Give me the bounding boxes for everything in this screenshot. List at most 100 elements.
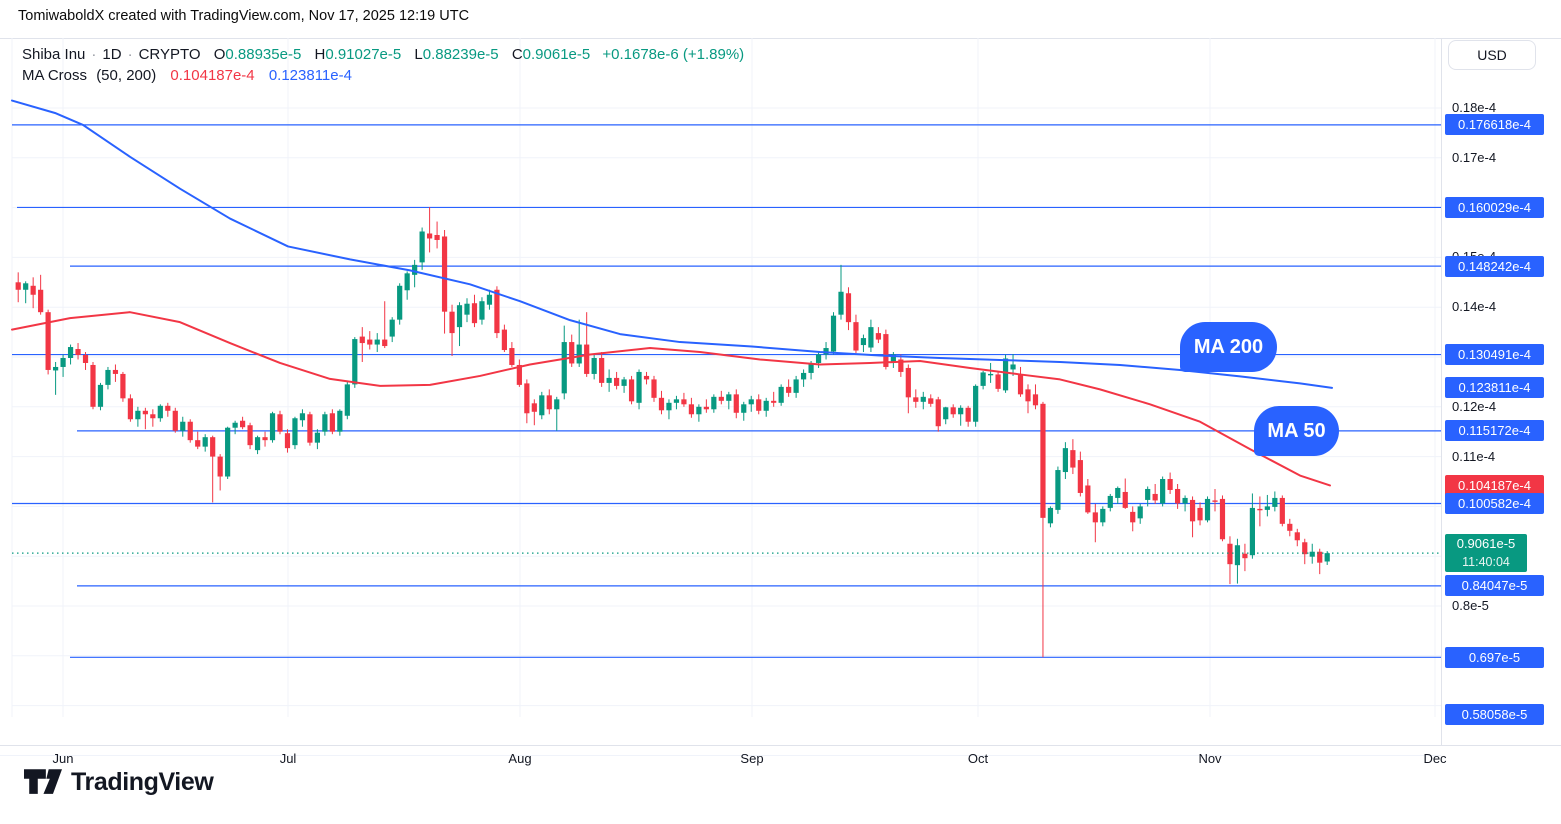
price-axis[interactable]: USD 0.18e-40.17e-40.15e-40.14e-40.12e-40… xyxy=(1441,38,1561,746)
candle-body xyxy=(628,379,635,402)
candle-body xyxy=(801,372,807,380)
candle-body xyxy=(920,396,926,402)
candle-body xyxy=(105,369,111,385)
indicator-params: (50, 200) xyxy=(96,67,157,84)
watermark-text: TomiwaboldX created with TradingView.com… xyxy=(18,8,470,24)
candle-body xyxy=(531,403,537,412)
legend: Shiba Inu · 1D · CRYPTO O0.88935e-5 H0.91027… xyxy=(22,45,744,86)
candle-body xyxy=(367,339,373,345)
candle-body xyxy=(1137,506,1143,519)
candle-body xyxy=(53,366,59,371)
candle-body xyxy=(1085,485,1091,513)
indicator-name: MA Cross xyxy=(22,67,88,84)
candle-body xyxy=(1279,497,1285,524)
candle-body xyxy=(254,437,261,451)
candle-body xyxy=(1107,495,1113,508)
indicator-row[interactable]: MA Cross (50, 200) 0.104187e-4 0.123811e… xyxy=(22,66,744,86)
candle-body xyxy=(135,410,141,420)
candle-body xyxy=(1115,487,1121,498)
candle-body xyxy=(225,427,231,477)
candle-body xyxy=(1212,500,1218,502)
candle-body xyxy=(591,357,597,374)
candle-body xyxy=(763,400,769,411)
candle-body xyxy=(165,405,171,411)
candle-body xyxy=(374,339,380,345)
candle-body xyxy=(718,396,724,401)
candle-body xyxy=(1077,460,1083,493)
ma-200-line xyxy=(11,99,1333,389)
exchange-name: CRYPTO xyxy=(138,46,201,63)
candle-body xyxy=(277,414,283,432)
candle-body xyxy=(307,414,313,443)
candle-body xyxy=(988,373,994,376)
time-axis[interactable]: Jun Jul Aug Sep Oct Nov Dec xyxy=(0,746,1561,772)
candle-body xyxy=(950,407,956,415)
candle-body xyxy=(284,433,291,449)
month-label: Jun xyxy=(52,751,74,766)
candle-body xyxy=(1160,479,1166,504)
candle-body xyxy=(456,305,463,328)
candle-body xyxy=(262,437,268,441)
ma-50-label-bubble: MA 50 xyxy=(1254,406,1339,456)
price-level-badge: 0.160029e-4 xyxy=(1445,196,1544,218)
candle-body xyxy=(247,425,253,446)
price-tick-label: 0.14e-4 xyxy=(1452,299,1497,315)
candle-body xyxy=(441,236,448,312)
low-value: L0.88239e-5 xyxy=(414,46,499,63)
candle-body xyxy=(703,406,709,410)
candle-body xyxy=(741,404,747,413)
chart-pane[interactable]: Shiba Inu · 1D · CRYPTO O0.88935e-5 H0.91027… xyxy=(0,38,1441,756)
price-level-badge: 0.697e-5 xyxy=(1445,646,1544,668)
candle-body xyxy=(898,359,904,372)
candle-body xyxy=(202,437,208,447)
candle-body xyxy=(412,264,418,275)
month-label: Sep xyxy=(740,751,764,766)
price-level-badge: 0.84047e-5 xyxy=(1445,575,1544,597)
candle-body xyxy=(1219,498,1226,540)
candle-body xyxy=(1204,498,1211,521)
candle-body xyxy=(157,405,163,419)
interval[interactable]: 1D xyxy=(102,46,122,63)
price-level-badge: 0.100582e-4 xyxy=(1445,493,1544,514)
candle-body xyxy=(120,373,126,399)
candle-body xyxy=(1062,448,1068,473)
high-value: H0.91027e-5 xyxy=(314,46,402,63)
candle-body xyxy=(389,319,395,337)
symbol-name[interactable]: Shiba Inu xyxy=(22,46,86,63)
candle-body xyxy=(1040,403,1046,518)
candle-body xyxy=(853,322,859,351)
candle-body xyxy=(943,407,949,420)
candle-body xyxy=(808,362,814,373)
candle-body xyxy=(569,342,575,364)
month-label: Aug xyxy=(508,751,532,766)
price-tick-label: 0.8e-5 xyxy=(1452,598,1489,613)
candle-body xyxy=(1302,542,1308,555)
candle-body xyxy=(97,384,104,407)
symbol-row: Shiba Inu · 1D · CRYPTO O0.88935e-5 H0.91027… xyxy=(22,45,744,65)
price-tick-label: 0.17e-4 xyxy=(1452,149,1497,165)
candle-body xyxy=(210,437,216,457)
candle-body xyxy=(1100,508,1106,523)
candle-body xyxy=(1189,499,1196,522)
candle-body xyxy=(584,344,590,374)
candle-body xyxy=(554,399,560,410)
pane-bottom-divider xyxy=(0,755,1441,756)
candle-body xyxy=(1145,488,1151,500)
currency-button[interactable]: USD xyxy=(1448,40,1536,70)
tradingview-logo[interactable]: TradingView xyxy=(24,768,214,797)
candle-body xyxy=(606,377,612,383)
candle-body xyxy=(995,374,1001,389)
price-tick-label: 0.11e-4 xyxy=(1452,448,1496,464)
candlestick-chart[interactable] xyxy=(0,38,1441,746)
candle-body xyxy=(883,334,889,367)
candle-body xyxy=(771,400,777,403)
candle-body xyxy=(748,399,754,405)
candle-body xyxy=(1152,493,1158,501)
candle-body xyxy=(180,421,186,431)
candle-body xyxy=(1324,553,1330,562)
candle-body xyxy=(973,385,979,422)
candle-body xyxy=(1025,389,1031,402)
candle-body xyxy=(314,432,320,443)
price-level-badge: 0.58058e-5 xyxy=(1445,704,1544,725)
ma-50-line xyxy=(11,311,1331,487)
